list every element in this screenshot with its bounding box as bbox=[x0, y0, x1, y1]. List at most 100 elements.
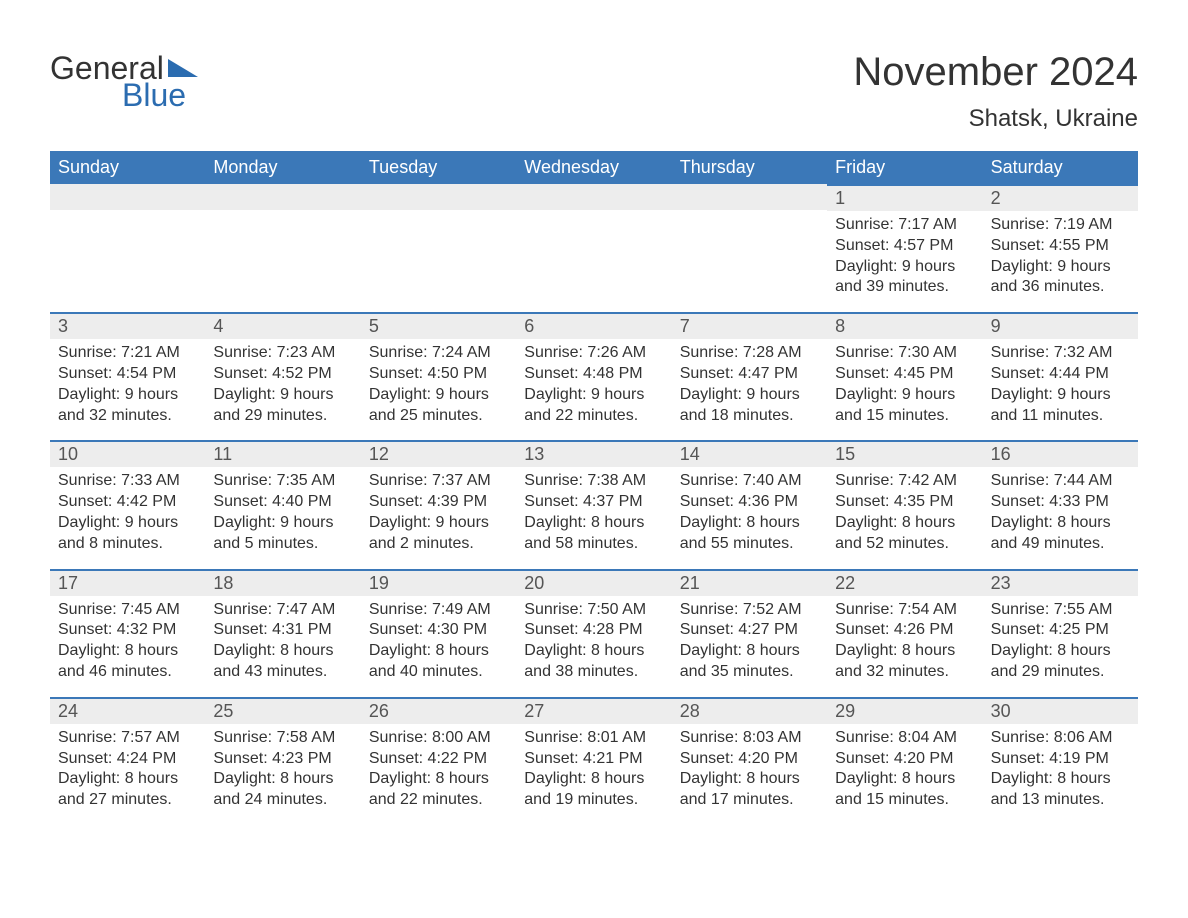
day-body: Sunrise: 7:23 AMSunset: 4:52 PMDaylight:… bbox=[205, 339, 360, 440]
sunrise-line: Sunrise: 7:19 AM bbox=[991, 215, 1130, 236]
daylight-line: Daylight: 8 hours bbox=[680, 769, 819, 790]
day-body: Sunrise: 7:21 AMSunset: 4:54 PMDaylight:… bbox=[50, 339, 205, 440]
day-number-empty bbox=[516, 184, 671, 210]
logo-word-blue: Blue bbox=[122, 77, 186, 114]
sunset-line: Sunset: 4:37 PM bbox=[524, 492, 663, 513]
daylight-line: Daylight: 8 hours bbox=[991, 769, 1130, 790]
day-cell bbox=[50, 184, 205, 312]
day-cell: 1Sunrise: 7:17 AMSunset: 4:57 PMDaylight… bbox=[827, 184, 982, 312]
day-cell: 20Sunrise: 7:50 AMSunset: 4:28 PMDayligh… bbox=[516, 569, 671, 697]
day-cell: 21Sunrise: 7:52 AMSunset: 4:27 PMDayligh… bbox=[672, 569, 827, 697]
day-cell: 4Sunrise: 7:23 AMSunset: 4:52 PMDaylight… bbox=[205, 312, 360, 440]
dow-cell: Sunday bbox=[50, 151, 205, 184]
day-cell: 14Sunrise: 7:40 AMSunset: 4:36 PMDayligh… bbox=[672, 440, 827, 568]
logo: General Blue bbox=[50, 50, 198, 114]
daylight-line: Daylight: 9 hours bbox=[991, 257, 1130, 278]
daylight-line-2: and 27 minutes. bbox=[58, 790, 197, 811]
daylight-line: Daylight: 9 hours bbox=[524, 385, 663, 406]
sunrise-line: Sunrise: 7:26 AM bbox=[524, 343, 663, 364]
daylight-line: Daylight: 8 hours bbox=[835, 641, 974, 662]
day-body: Sunrise: 7:44 AMSunset: 4:33 PMDaylight:… bbox=[983, 467, 1138, 568]
daylight-line: Daylight: 8 hours bbox=[524, 641, 663, 662]
day-cell: 16Sunrise: 7:44 AMSunset: 4:33 PMDayligh… bbox=[983, 440, 1138, 568]
daylight-line-2: and 24 minutes. bbox=[213, 790, 352, 811]
daylight-line: Daylight: 8 hours bbox=[58, 641, 197, 662]
daylight-line: Daylight: 9 hours bbox=[369, 513, 508, 534]
week-row: 24Sunrise: 7:57 AMSunset: 4:24 PMDayligh… bbox=[50, 697, 1138, 825]
sunset-line: Sunset: 4:28 PM bbox=[524, 620, 663, 641]
daylight-line-2: and 15 minutes. bbox=[835, 406, 974, 427]
daylight-line-2: and 55 minutes. bbox=[680, 534, 819, 555]
week-row: 10Sunrise: 7:33 AMSunset: 4:42 PMDayligh… bbox=[50, 440, 1138, 568]
day-body: Sunrise: 7:33 AMSunset: 4:42 PMDaylight:… bbox=[50, 467, 205, 568]
daylight-line-2: and 36 minutes. bbox=[991, 277, 1130, 298]
sunrise-line: Sunrise: 7:47 AM bbox=[213, 600, 352, 621]
sunset-line: Sunset: 4:32 PM bbox=[58, 620, 197, 641]
sunset-line: Sunset: 4:35 PM bbox=[835, 492, 974, 513]
day-number: 15 bbox=[827, 440, 982, 467]
daylight-line: Daylight: 8 hours bbox=[680, 513, 819, 534]
day-number: 27 bbox=[516, 697, 671, 724]
day-number: 5 bbox=[361, 312, 516, 339]
day-number: 17 bbox=[50, 569, 205, 596]
day-body: Sunrise: 8:06 AMSunset: 4:19 PMDaylight:… bbox=[983, 724, 1138, 825]
sunset-line: Sunset: 4:20 PM bbox=[680, 749, 819, 770]
day-body: Sunrise: 7:32 AMSunset: 4:44 PMDaylight:… bbox=[983, 339, 1138, 440]
day-cell: 8Sunrise: 7:30 AMSunset: 4:45 PMDaylight… bbox=[827, 312, 982, 440]
daylight-line: Daylight: 8 hours bbox=[835, 769, 974, 790]
header: General Blue November 2024 Shatsk, Ukrai… bbox=[50, 50, 1138, 133]
day-number: 2 bbox=[983, 184, 1138, 211]
day-body: Sunrise: 7:40 AMSunset: 4:36 PMDaylight:… bbox=[672, 467, 827, 568]
daylight-line-2: and 17 minutes. bbox=[680, 790, 819, 811]
day-number: 1 bbox=[827, 184, 982, 211]
day-cell bbox=[672, 184, 827, 312]
dow-cell: Saturday bbox=[983, 151, 1138, 184]
day-number: 26 bbox=[361, 697, 516, 724]
sunset-line: Sunset: 4:33 PM bbox=[991, 492, 1130, 513]
day-cell bbox=[516, 184, 671, 312]
day-cell: 10Sunrise: 7:33 AMSunset: 4:42 PMDayligh… bbox=[50, 440, 205, 568]
daylight-line-2: and 8 minutes. bbox=[58, 534, 197, 555]
day-cell: 12Sunrise: 7:37 AMSunset: 4:39 PMDayligh… bbox=[361, 440, 516, 568]
sunset-line: Sunset: 4:55 PM bbox=[991, 236, 1130, 257]
day-body: Sunrise: 8:03 AMSunset: 4:20 PMDaylight:… bbox=[672, 724, 827, 825]
sunset-line: Sunset: 4:19 PM bbox=[991, 749, 1130, 770]
day-cell: 29Sunrise: 8:04 AMSunset: 4:20 PMDayligh… bbox=[827, 697, 982, 825]
day-number: 20 bbox=[516, 569, 671, 596]
day-body: Sunrise: 7:35 AMSunset: 4:40 PMDaylight:… bbox=[205, 467, 360, 568]
daylight-line-2: and 15 minutes. bbox=[835, 790, 974, 811]
day-number: 24 bbox=[50, 697, 205, 724]
daylight-line: Daylight: 8 hours bbox=[524, 769, 663, 790]
daylight-line: Daylight: 8 hours bbox=[58, 769, 197, 790]
sunrise-line: Sunrise: 8:00 AM bbox=[369, 728, 508, 749]
day-body: Sunrise: 7:37 AMSunset: 4:39 PMDaylight:… bbox=[361, 467, 516, 568]
day-cell: 9Sunrise: 7:32 AMSunset: 4:44 PMDaylight… bbox=[983, 312, 1138, 440]
week-row: 3Sunrise: 7:21 AMSunset: 4:54 PMDaylight… bbox=[50, 312, 1138, 440]
day-cell bbox=[361, 184, 516, 312]
sunset-line: Sunset: 4:22 PM bbox=[369, 749, 508, 770]
sunset-line: Sunset: 4:24 PM bbox=[58, 749, 197, 770]
daylight-line: Daylight: 8 hours bbox=[991, 513, 1130, 534]
week-row: 17Sunrise: 7:45 AMSunset: 4:32 PMDayligh… bbox=[50, 569, 1138, 697]
day-number: 6 bbox=[516, 312, 671, 339]
day-cell: 27Sunrise: 8:01 AMSunset: 4:21 PMDayligh… bbox=[516, 697, 671, 825]
daylight-line-2: and 32 minutes. bbox=[58, 406, 197, 427]
day-cell: 25Sunrise: 7:58 AMSunset: 4:23 PMDayligh… bbox=[205, 697, 360, 825]
sunrise-line: Sunrise: 8:03 AM bbox=[680, 728, 819, 749]
daylight-line-2: and 40 minutes. bbox=[369, 662, 508, 683]
sunset-line: Sunset: 4:21 PM bbox=[524, 749, 663, 770]
daylight-line-2: and 43 minutes. bbox=[213, 662, 352, 683]
day-number: 11 bbox=[205, 440, 360, 467]
daylight-line-2: and 18 minutes. bbox=[680, 406, 819, 427]
sunrise-line: Sunrise: 7:52 AM bbox=[680, 600, 819, 621]
calendar: SundayMondayTuesdayWednesdayThursdayFrid… bbox=[50, 151, 1138, 825]
day-body-empty bbox=[361, 210, 516, 310]
day-cell: 30Sunrise: 8:06 AMSunset: 4:19 PMDayligh… bbox=[983, 697, 1138, 825]
daylight-line: Daylight: 9 hours bbox=[835, 385, 974, 406]
sunset-line: Sunset: 4:36 PM bbox=[680, 492, 819, 513]
sunset-line: Sunset: 4:25 PM bbox=[991, 620, 1130, 641]
sunset-line: Sunset: 4:42 PM bbox=[58, 492, 197, 513]
day-body-empty bbox=[516, 210, 671, 310]
day-cell: 2 Sunrise: 7:19 AMSunset: 4:55 PMDaylight… bbox=[983, 184, 1138, 312]
day-number-empty bbox=[672, 184, 827, 210]
